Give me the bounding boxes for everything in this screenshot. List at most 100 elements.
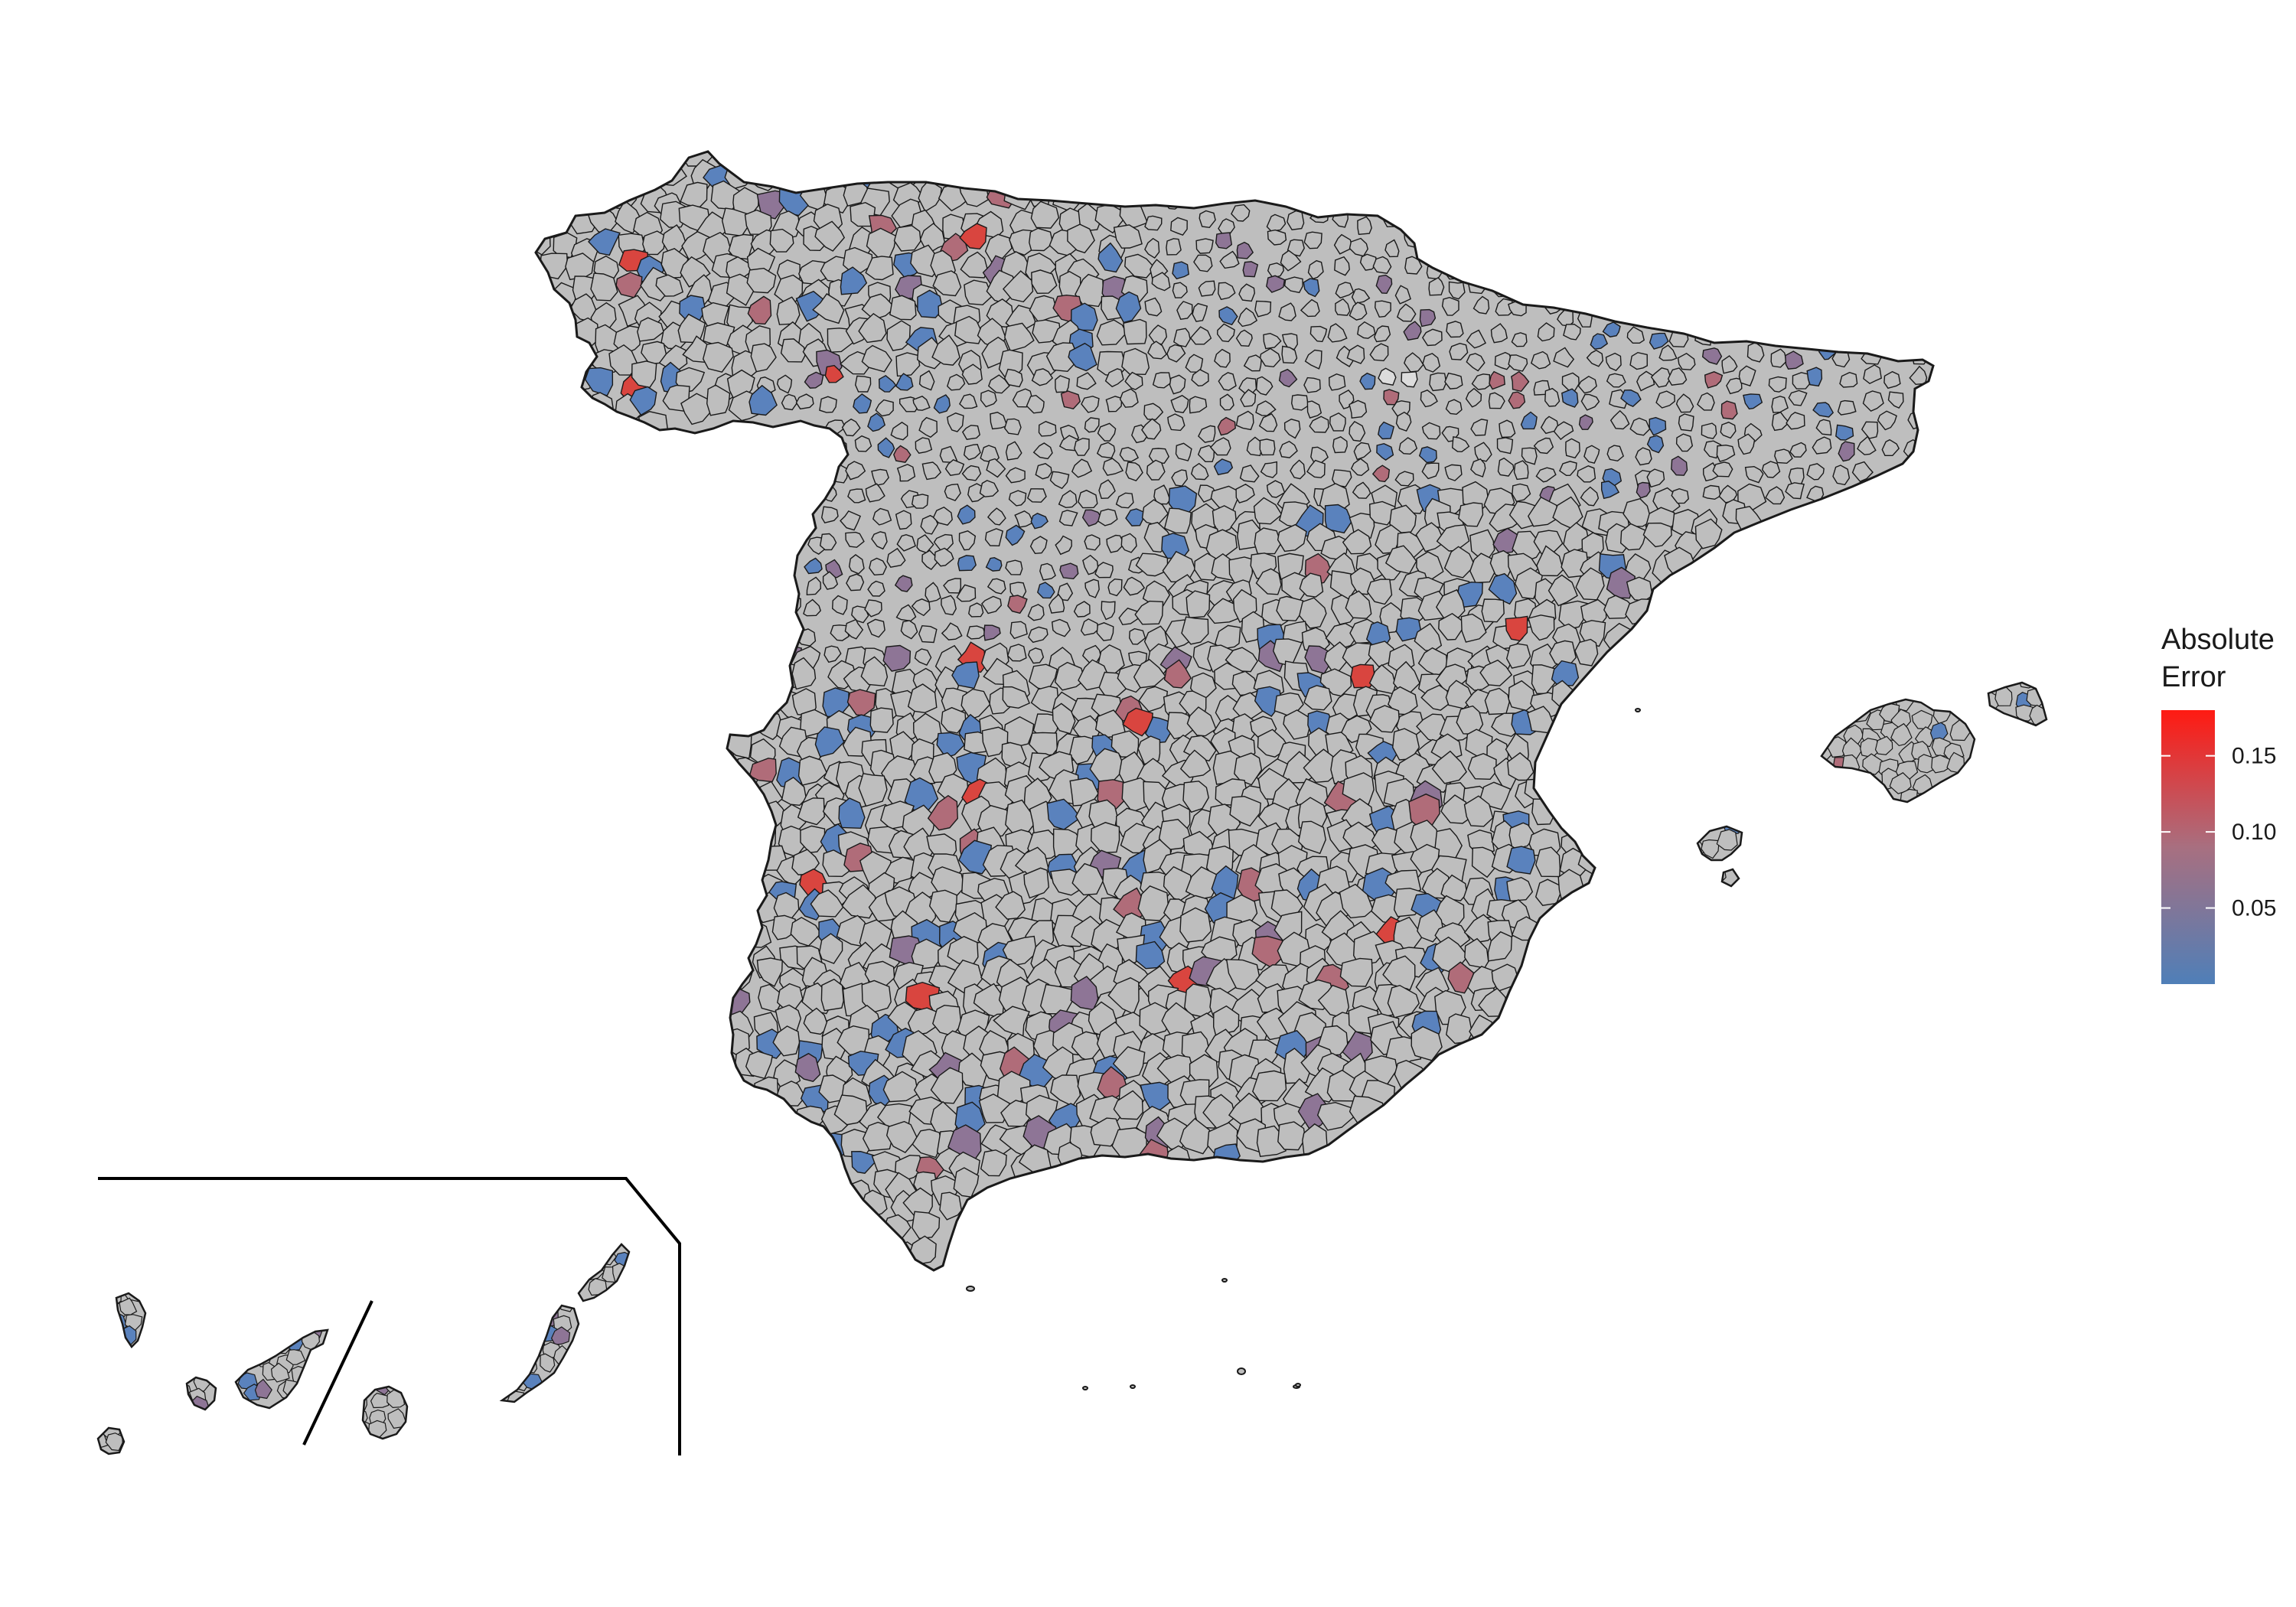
municipality-cell — [1832, 464, 1851, 486]
municipality-cell — [1675, 393, 1694, 413]
municipality-cell — [608, 344, 639, 376]
municipality-cell — [1171, 469, 1189, 487]
municipality-cell — [1415, 522, 1446, 553]
municipality-cell — [1446, 1013, 1473, 1045]
municipality-cell — [1259, 438, 1276, 456]
municipality-cell — [867, 580, 885, 597]
municipality-cell — [1701, 839, 1720, 859]
municipality-cell — [1508, 391, 1526, 409]
municipality-cell — [1583, 445, 1600, 464]
municipality-cell — [629, 386, 657, 416]
municipality-cell — [1396, 303, 1417, 322]
municipality-cell — [1609, 409, 1630, 430]
municipality-cell — [1507, 751, 1534, 781]
municipality-cell — [1060, 390, 1081, 409]
municipality-cell — [1059, 562, 1079, 580]
municipality-cell — [1349, 421, 1366, 442]
municipality-cell — [1421, 328, 1443, 347]
municipality-cell — [1552, 496, 1583, 530]
municipality-cell — [1471, 846, 1500, 878]
municipality-cell — [1052, 702, 1076, 735]
municipality-cell — [968, 602, 984, 618]
municipality-cell — [895, 373, 914, 391]
municipality-cell — [1307, 259, 1324, 280]
municipality-cell — [986, 458, 1006, 478]
municipality-cell — [831, 595, 848, 615]
municipality-cell — [1212, 505, 1238, 535]
municipality-cell — [1186, 590, 1211, 618]
municipality-cell — [1290, 394, 1309, 411]
municipality-cell — [1451, 435, 1470, 453]
municipality-cell — [812, 293, 845, 324]
municipality-cell — [791, 657, 817, 690]
municipality-cell — [840, 266, 868, 295]
municipality-cell — [756, 957, 783, 987]
municipality-cell — [1231, 204, 1251, 222]
peninsula-border — [534, 150, 1935, 1272]
municipality-cell — [1559, 461, 1577, 477]
municipality-cell — [781, 777, 807, 807]
municipality-cell — [1182, 781, 1209, 813]
municipality-cell — [1712, 461, 1733, 478]
municipality-cell — [1252, 1070, 1287, 1102]
municipality-cell — [1005, 559, 1023, 575]
municipality-cell — [911, 494, 929, 509]
municipality-cell — [847, 488, 866, 504]
municipality-cell — [944, 458, 965, 476]
municipality-cell — [1030, 513, 1049, 530]
municipality-cell — [1420, 390, 1438, 408]
municipality-cell — [1401, 371, 1418, 388]
municipality-cell — [932, 506, 953, 526]
municipality-cell — [871, 531, 888, 550]
municipality-cell — [1534, 846, 1561, 878]
municipality-cell — [1623, 497, 1652, 527]
municipality-cell — [1788, 467, 1805, 485]
municipality-cell — [1198, 425, 1216, 443]
municipality-cell — [776, 374, 793, 394]
municipality-cell — [1466, 353, 1486, 372]
municipality-cell — [1134, 600, 1164, 625]
municipality-cell — [981, 726, 1009, 758]
municipality-cell — [1084, 417, 1100, 433]
municipality-cell — [1081, 509, 1103, 527]
municipality-cell — [1649, 416, 1667, 436]
municipality-cell — [985, 556, 1003, 572]
municipality-cell — [1580, 486, 1600, 507]
legend-title-line2: Error — [2161, 661, 2226, 693]
municipality-cell — [803, 1007, 830, 1035]
municipality-cell — [1495, 298, 1514, 316]
municipality-cell — [1357, 216, 1372, 236]
municipality-cell — [858, 313, 887, 344]
municipality-cell — [1263, 332, 1282, 350]
municipality-cell — [1746, 341, 1765, 363]
municipality-cell — [912, 1211, 941, 1240]
municipality-cell — [1167, 413, 1186, 432]
municipality-cell — [1141, 418, 1162, 440]
municipality-cell — [1325, 622, 1356, 650]
municipality-cell — [1170, 217, 1188, 236]
municipality-cell — [1620, 389, 1642, 408]
municipality-cell — [830, 464, 849, 484]
municipality-cell — [1124, 371, 1143, 390]
municipality-cell — [1003, 418, 1022, 435]
municipality-cell — [878, 374, 897, 393]
municipality-cell — [1506, 876, 1534, 902]
municipality-cell — [1008, 490, 1027, 507]
municipality-cell — [917, 289, 944, 318]
municipality-cell — [824, 364, 844, 383]
municipality-cell — [1280, 249, 1302, 272]
municipality-cell — [1835, 424, 1854, 441]
municipality-cell — [1339, 883, 1374, 919]
municipality-cell — [795, 290, 825, 322]
municipality-cell — [1626, 326, 1645, 344]
municipality-cell — [947, 373, 966, 391]
municipality-cell — [1575, 567, 1605, 601]
canary-inset-frame — [98, 1177, 681, 1455]
municipality-cell — [1029, 295, 1059, 323]
municipality-cell — [1067, 223, 1095, 254]
municipality-cell — [1073, 601, 1091, 618]
municipality-cell — [1481, 598, 1505, 623]
municipality-cell — [1565, 438, 1580, 459]
municipality-cell — [1327, 323, 1348, 343]
municipality-cell — [990, 412, 1008, 430]
